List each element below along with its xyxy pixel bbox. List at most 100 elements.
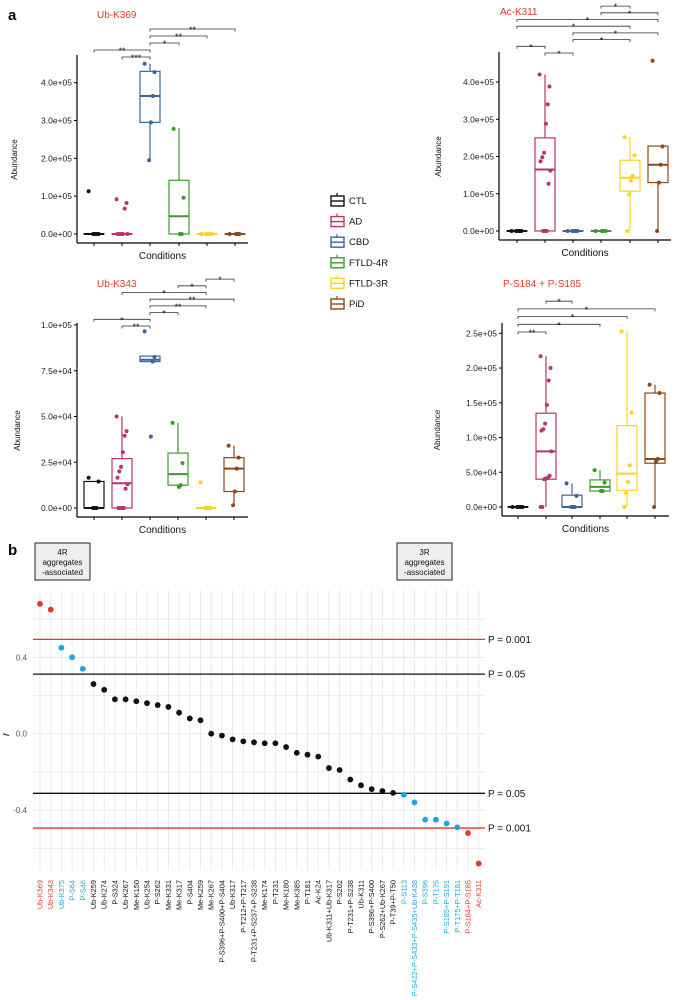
boxplot-panel-4: 0.0e+00 5.0e+04 1.0e+05 1.5e+05 2.0e+05 2.5e+… [433,279,669,535]
bracket-line [149,298,235,302]
data-point [117,469,122,474]
correlation-point [304,751,311,758]
significance-bracket: * [177,282,207,292]
bracket-line [149,312,179,316]
data-point [148,434,153,439]
box-ctl [507,505,529,509]
bracket-line [149,35,208,39]
significance-label: ** [188,295,196,305]
data-point [142,329,147,334]
correlation-point [454,824,461,831]
significance-label: ** [132,322,140,332]
data-point [650,58,655,63]
annotation-text: aggregates [42,558,82,567]
data-point [546,181,551,186]
correlation-point [37,600,43,607]
x-axis-title: Conditions [562,524,609,535]
y-tick-label: 2.5e+05 [466,328,497,338]
correlation-point [69,654,75,661]
box-cbd [139,61,161,163]
significance-label: * [586,16,590,26]
y-axis-title: r [1,732,12,736]
data-point [125,232,130,236]
bracket-line [149,28,236,32]
reference-line-label: P = 0.001 [488,824,531,835]
legend-label: AD [349,217,362,228]
y-tick-label: 0.0e+00 [41,229,72,239]
x-tick-label: Ub-K259 [89,880,98,909]
data-point [115,475,120,480]
significance-bracket: * [600,2,631,12]
bracket-line [517,323,601,327]
x-tick-label: P-T231+P-S237+P-S238 [250,880,259,962]
significance-label: * [614,2,618,12]
data-point [655,229,660,233]
annotation-text: -associated [42,568,83,577]
correlation-point [358,782,364,789]
correlation-point [240,738,247,745]
data-point [632,153,637,158]
x-tick-label: Me-K174 [260,880,269,910]
x-tick-label: Ac-K311 [474,880,483,908]
x-tick-label: P-S396+P-S400+P-S404 [217,880,226,963]
box-ftld-4r [168,126,190,236]
bracket-line [544,52,574,56]
x-tick-label: P-S64 [68,880,77,901]
data-point [86,475,91,480]
correlation-point [283,744,289,750]
y-tick-label: 2.0e+05 [466,363,497,373]
data-point [647,382,652,387]
data-point [630,173,635,178]
correlation-point [422,816,429,823]
data-point [539,428,544,433]
reference-line-label: P = 0.001 [488,635,531,646]
y-tick-label: 3.0e+05 [41,116,72,126]
significance-bracket: * [516,16,659,26]
x-tick-label: Ac-K24 [314,880,323,904]
significance-bracket: * [516,22,631,32]
data-point [233,232,238,236]
panel-label-a: a [8,7,17,24]
x-tick-label: Me-K331 [164,880,173,910]
bracket-line [600,12,659,16]
box-iqr [223,457,245,493]
box-ctl [506,229,528,233]
data-point [125,482,130,487]
x-tick-label: Ub-K369 [36,880,45,909]
box-pid [644,382,666,509]
significance-label: * [600,36,604,46]
legend-item-cbd: CBD [330,234,369,248]
correlation-point [400,791,407,798]
correlation-point [433,816,439,823]
data-point [548,366,553,371]
y-tick-label: 0.0e+00 [41,503,72,513]
significance-label: *** [131,53,142,63]
data-point [660,144,665,149]
data-point [658,162,663,167]
y-axis-title: Abundance [10,139,19,180]
correlation-point [90,681,97,687]
correlation-point [79,665,86,672]
data-point [541,229,546,233]
data-point [203,506,208,510]
box-ftld-4r [167,420,189,489]
data-point [564,481,569,486]
legend-item-ad: AD [330,213,362,228]
data-point [622,505,627,509]
box-ftld-3r [195,480,217,510]
significance-bracket: * [516,42,546,52]
legend-item-ftld-3r: FTLD-3R [330,275,388,289]
data-point [232,489,237,494]
correlation-point [315,753,322,760]
data-point [619,329,624,334]
bracket-line [516,45,546,49]
box-iqr [83,480,105,509]
data-point [542,150,547,155]
x-axis-title: Conditions [139,525,186,536]
x-tick-label: P-S202 [335,880,344,905]
y-tick-label: 7.5e+04 [41,366,72,376]
correlation-point [154,702,161,708]
significance-bracket: ** [149,32,208,42]
